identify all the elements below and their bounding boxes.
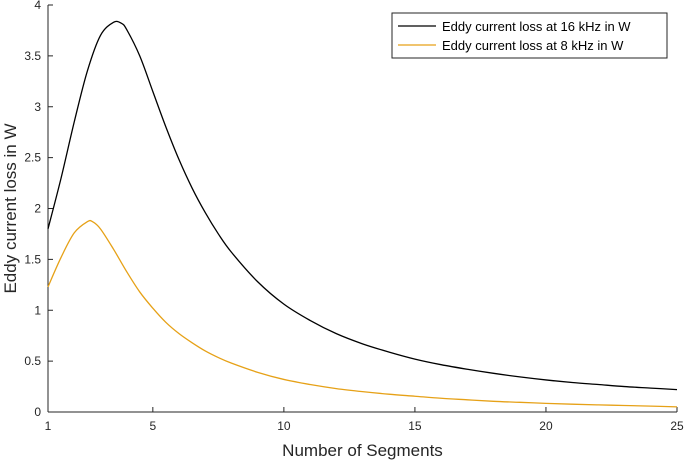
- y-tick-label: 4: [34, 0, 41, 12]
- y-tick-label: 1: [34, 303, 41, 317]
- y-tick-label: 2.5: [24, 151, 41, 165]
- y-tick-label: 0.5: [24, 354, 41, 368]
- y-tick-label: 0: [34, 405, 41, 419]
- x-tick-label: 5: [149, 419, 156, 433]
- series-line-2: [47, 219, 678, 408]
- legend-label-1: Eddy current loss at 16 kHz in W: [442, 19, 631, 34]
- legend-label-2: Eddy current loss at 8 kHz in W: [442, 38, 624, 53]
- series-layer: [47, 20, 678, 408]
- x-tick-label: 10: [277, 419, 291, 433]
- y-axis: 0 0.5 1 1.5 2 2.5 3 3.5 4: [24, 0, 53, 419]
- x-tick-label: 25: [670, 419, 684, 433]
- x-axis-label: Number of Segments: [282, 441, 443, 460]
- y-axis-label: Eddy current loss in W: [1, 123, 20, 293]
- x-tick-label: 15: [408, 419, 422, 433]
- y-tick-label: 3.5: [24, 49, 41, 63]
- legend: Eddy current loss at 16 kHz in W Eddy cur…: [391, 12, 668, 59]
- series-line-1: [47, 20, 678, 391]
- legend-box: [391, 12, 668, 59]
- x-tick-label: 20: [539, 419, 553, 433]
- x-tick-label: 1: [45, 419, 52, 433]
- y-tick-label: 3: [34, 100, 41, 114]
- plot-area: [47, 5, 677, 413]
- y-tick-label: 1.5: [24, 252, 41, 266]
- y-tick-label: 2: [34, 202, 41, 216]
- x-axis: 1 5 10 15 20 25: [45, 407, 684, 433]
